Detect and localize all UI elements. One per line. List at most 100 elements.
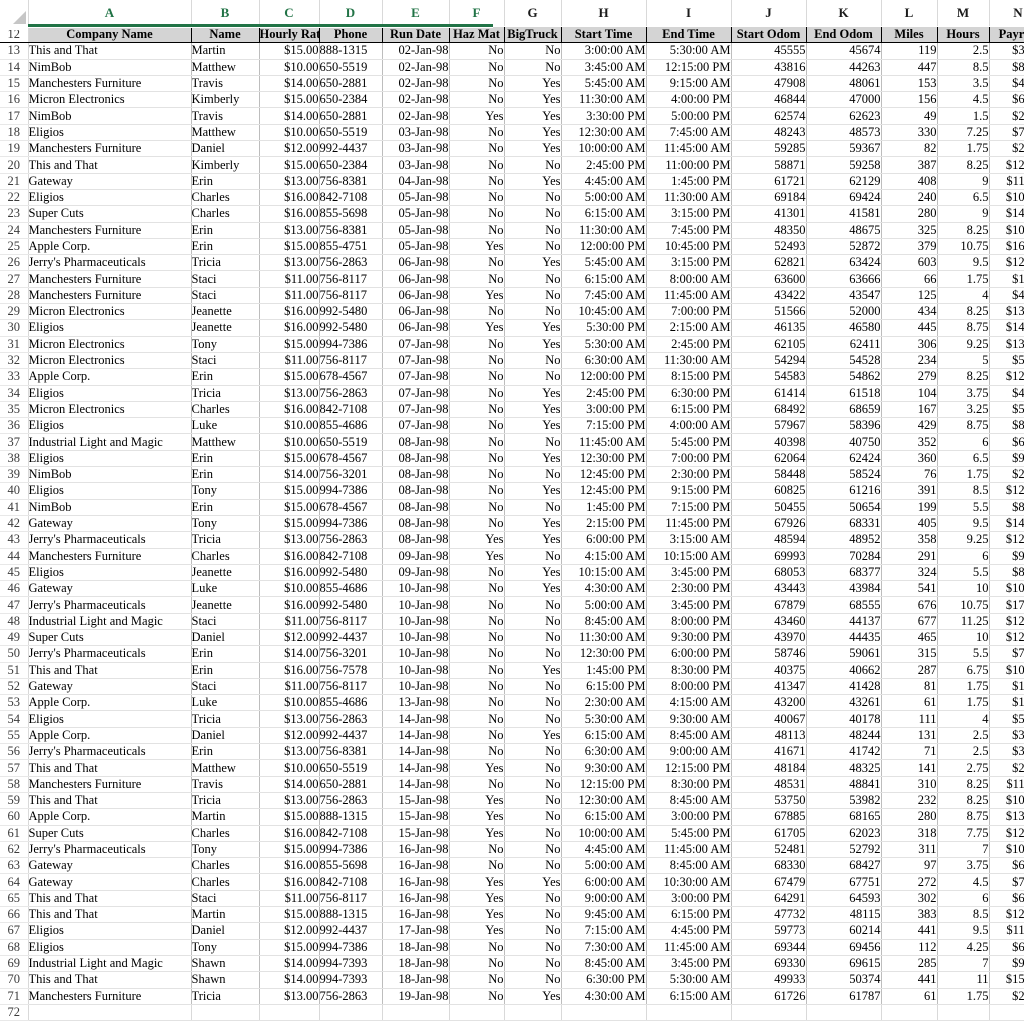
cell-J43[interactable]: 48594 bbox=[731, 531, 807, 549]
cell-N62[interactable]: $105.00 bbox=[989, 841, 1024, 859]
column-title-c[interactable]: Hourly Rate bbox=[258, 25, 320, 44]
cell-F29[interactable]: No bbox=[449, 303, 505, 321]
cell-C20[interactable]: $15.00 bbox=[259, 156, 320, 174]
cell-M30[interactable]: 8.75 bbox=[937, 319, 990, 337]
cell-M24[interactable]: 8.25 bbox=[937, 222, 990, 239]
cell-A47[interactable]: Jerry's Pharmaceuticals bbox=[28, 596, 192, 614]
column-header-h[interactable]: H bbox=[561, 0, 647, 27]
cell-H58[interactable]: 12:15:00 PM bbox=[561, 776, 647, 793]
cell-A42[interactable]: Gateway bbox=[28, 515, 192, 533]
cell-C28[interactable]: $11.00 bbox=[259, 287, 320, 305]
cell-M19[interactable]: 1.75 bbox=[937, 140, 990, 158]
cell-N32[interactable]: $55.00 bbox=[989, 352, 1024, 370]
cell-D66[interactable]: 888-1315 bbox=[319, 906, 383, 924]
cell-I53[interactable]: 4:15:00 AM bbox=[646, 694, 732, 712]
cell-N33[interactable]: $123.75 bbox=[989, 368, 1024, 386]
cell-C44[interactable]: $16.00 bbox=[259, 548, 320, 565]
cell-G55[interactable]: Yes bbox=[504, 727, 562, 745]
cell-A27[interactable]: Manchesters Furniture bbox=[28, 270, 192, 288]
cell-empty[interactable] bbox=[449, 1004, 505, 1021]
cell-B39[interactable]: Erin bbox=[191, 466, 260, 484]
table-row[interactable]: 70 This and That Shawn $14.00 994-7393 18-Jan… bbox=[0, 971, 1024, 989]
cell-D31[interactable]: 994-7386 bbox=[319, 336, 383, 353]
cell-E64[interactable]: 16-Jan-98 bbox=[382, 873, 450, 891]
table-row[interactable]: 14 NimBob Matthew $10.00 650-5519 02-Jan-98 No… bbox=[0, 59, 1024, 76]
cell-D20[interactable]: 650-2384 bbox=[319, 156, 383, 174]
cell-D53[interactable]: 855-4686 bbox=[319, 694, 383, 712]
cell-N35[interactable]: $52.00 bbox=[989, 401, 1024, 419]
cell-L14[interactable]: 447 bbox=[881, 59, 938, 76]
cell-B59[interactable]: Tricia bbox=[191, 792, 260, 810]
cell-K44[interactable]: 70284 bbox=[806, 548, 882, 565]
cell-D64[interactable]: 842-7108 bbox=[319, 873, 383, 891]
cell-H30[interactable]: 5:30:00 PM bbox=[561, 319, 647, 337]
cell-D45[interactable]: 992-5480 bbox=[319, 564, 383, 582]
cell-M22[interactable]: 6.5 bbox=[937, 189, 990, 207]
cell-A66[interactable]: This and That bbox=[28, 906, 192, 924]
cell-I28[interactable]: 11:45:00 AM bbox=[646, 287, 732, 305]
cell-J58[interactable]: 48531 bbox=[731, 776, 807, 793]
cell-K14[interactable]: 44263 bbox=[806, 59, 882, 76]
cell-D56[interactable]: 756-8381 bbox=[319, 743, 383, 761]
cell-F47[interactable]: No bbox=[449, 596, 505, 614]
cell-M57[interactable]: 2.75 bbox=[937, 759, 990, 777]
cell-N68[interactable]: $63.75 bbox=[989, 939, 1024, 956]
cell-N64[interactable]: $72.00 bbox=[989, 873, 1024, 891]
cell-M26[interactable]: 9.5 bbox=[937, 254, 990, 272]
cell-H66[interactable]: 9:45:00 AM bbox=[561, 906, 647, 924]
table-row[interactable]: 27 Manchesters Furniture Staci $11.00 756-81… bbox=[0, 270, 1024, 288]
cell-C35[interactable]: $16.00 bbox=[259, 401, 320, 419]
cell-F46[interactable]: No bbox=[449, 580, 505, 598]
cell-L69[interactable]: 285 bbox=[881, 955, 938, 973]
cell-L44[interactable]: 291 bbox=[881, 548, 938, 565]
cell-K33[interactable]: 54862 bbox=[806, 368, 882, 386]
cell-C14[interactable]: $10.00 bbox=[259, 59, 320, 76]
cell-M29[interactable]: 8.25 bbox=[937, 303, 990, 321]
table-row[interactable]: 66 This and That Martin $15.00 888-1315 16-Ja… bbox=[0, 906, 1024, 924]
cell-I21[interactable]: 1:45:00 PM bbox=[646, 173, 732, 190]
cell-L46[interactable]: 541 bbox=[881, 580, 938, 598]
cell-G69[interactable]: No bbox=[504, 955, 562, 973]
cell-C55[interactable]: $12.00 bbox=[259, 727, 320, 745]
cell-D55[interactable]: 992-4437 bbox=[319, 727, 383, 745]
column-header-b[interactable]: B bbox=[191, 0, 260, 27]
cell-N28[interactable]: $44.00 bbox=[989, 287, 1024, 305]
cell-E34[interactable]: 07-Jan-98 bbox=[382, 385, 450, 402]
cell-L54[interactable]: 111 bbox=[881, 710, 938, 728]
cell-K41[interactable]: 50654 bbox=[806, 499, 882, 516]
cell-C34[interactable]: $13.00 bbox=[259, 385, 320, 402]
cell-L39[interactable]: 76 bbox=[881, 466, 938, 484]
cell-K60[interactable]: 68165 bbox=[806, 808, 882, 826]
row-number-14[interactable]: 14 bbox=[0, 59, 29, 76]
cell-D18[interactable]: 650-5519 bbox=[319, 124, 383, 142]
cell-L70[interactable]: 441 bbox=[881, 971, 938, 989]
cell-M37[interactable]: 6 bbox=[937, 433, 990, 451]
row-number-46[interactable]: 46 bbox=[0, 580, 29, 598]
cell-E53[interactable]: 13-Jan-98 bbox=[382, 694, 450, 712]
cell-D65[interactable]: 756-8117 bbox=[319, 890, 383, 908]
cell-I66[interactable]: 6:15:00 PM bbox=[646, 906, 732, 924]
cell-I22[interactable]: 11:30:00 AM bbox=[646, 189, 732, 207]
cell-H68[interactable]: 7:30:00 AM bbox=[561, 939, 647, 956]
cell-H53[interactable]: 2:30:00 AM bbox=[561, 694, 647, 712]
cell-K58[interactable]: 48841 bbox=[806, 776, 882, 793]
cell-H47[interactable]: 5:00:00 AM bbox=[561, 596, 647, 614]
cell-C17[interactable]: $14.00 bbox=[259, 107, 320, 125]
row-number-31[interactable]: 31 bbox=[0, 336, 29, 353]
cell-A54[interactable]: Eligios bbox=[28, 710, 192, 728]
table-row[interactable]: 37 Industrial Light and Magic Matthew $10.0… bbox=[0, 433, 1024, 451]
cell-B40[interactable]: Tony bbox=[191, 482, 260, 500]
cell-I41[interactable]: 7:15:00 PM bbox=[646, 499, 732, 516]
cell-J29[interactable]: 51566 bbox=[731, 303, 807, 321]
cell-J47[interactable]: 67879 bbox=[731, 596, 807, 614]
cell-I52[interactable]: 8:00:00 PM bbox=[646, 678, 732, 696]
cell-B51[interactable]: Erin bbox=[191, 662, 260, 679]
cell-K50[interactable]: 59061 bbox=[806, 645, 882, 663]
cell-G36[interactable]: Yes bbox=[504, 417, 562, 435]
cell-B29[interactable]: Jeanette bbox=[191, 303, 260, 321]
table-row[interactable]: 41 NimBob Erin $15.00 678-4567 08-Jan-98 No No 1… bbox=[0, 499, 1024, 516]
row-number-38[interactable]: 38 bbox=[0, 450, 29, 468]
table-row[interactable]: 38 Eligios Erin $15.00 678-4567 08-Jan-98 No Ye… bbox=[0, 450, 1024, 468]
cell-D47[interactable]: 992-5480 bbox=[319, 596, 383, 614]
cell-C53[interactable]: $10.00 bbox=[259, 694, 320, 712]
